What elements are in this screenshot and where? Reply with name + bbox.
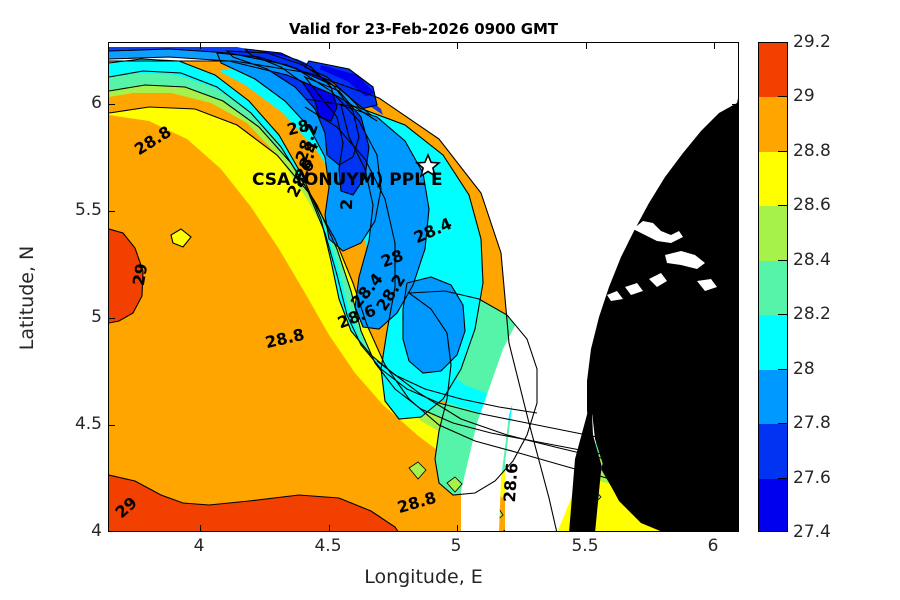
y-tick — [732, 425, 738, 427]
contour-label: 29 — [128, 261, 152, 288]
x-tick-label: 4.5 — [314, 536, 342, 556]
colorbar-tick — [778, 369, 787, 371]
y-tick-label: 6 — [91, 93, 102, 113]
colorbar-tick-label: 27.8 — [793, 413, 831, 433]
colorbar-tick — [778, 423, 787, 425]
colorbar-segment — [759, 478, 787, 531]
colorbar-segment — [759, 260, 787, 316]
x-tick — [586, 43, 588, 49]
colorbar-segment — [759, 315, 787, 370]
colorbar-tick — [778, 96, 787, 98]
x-tick — [200, 525, 202, 531]
colorbar-segment — [759, 151, 787, 207]
colorbar-tick-label: 29.2 — [793, 32, 831, 52]
x-tick-label: 5 — [450, 536, 462, 556]
y-tick — [109, 425, 115, 427]
contour-label: 28.6 — [499, 462, 522, 503]
colorbar-tick-label: 28.4 — [793, 250, 831, 270]
x-tick — [200, 43, 202, 49]
x-tick — [714, 525, 716, 531]
x-axis-title: Longitude, E — [364, 566, 483, 588]
colorbar[interactable] — [758, 42, 788, 532]
colorbar-tick-label: 28 — [793, 359, 815, 379]
y-tick — [109, 318, 115, 320]
colorbar-tick — [778, 260, 787, 262]
y-tick-label: 4 — [91, 521, 102, 541]
colorbar-tick-label: 28.2 — [793, 304, 831, 324]
x-tick — [457, 525, 459, 531]
y-tick — [732, 211, 738, 213]
colorbar-segment — [759, 43, 787, 98]
site-label: CSA (ONUYM) PPL E — [252, 170, 443, 190]
star-marker[interactable] — [414, 152, 442, 183]
y-tick-label: 4.5 — [74, 414, 102, 434]
x-tick — [329, 43, 331, 49]
y-axis-title: Latitude, N — [16, 245, 38, 351]
colorbar-tick-label: 28.6 — [793, 195, 831, 215]
y-tick-label-group: 4 4.5 5 5.5 6 — [38, 0, 102, 600]
colorbar-tick — [778, 314, 787, 316]
y-tick — [732, 318, 738, 320]
colorbar-tick — [778, 478, 787, 480]
y-tick — [109, 211, 115, 213]
colorbar-segment — [759, 424, 787, 479]
page-title: Valid for 23-Feb-2026 0900 GMT — [289, 20, 558, 38]
colorbar-tick-label: 28.8 — [793, 141, 831, 161]
x-tick — [457, 43, 459, 49]
x-tick-label: 5.5 — [571, 536, 599, 556]
contour-label: 2 — [336, 198, 357, 211]
contour-plot-area — [109, 43, 738, 531]
x-tick-label: 6 — [707, 536, 719, 556]
colorbar-tick-label: 27.6 — [793, 468, 831, 488]
map-axes: 28 28.2 28.4 28.6 28.8 2 28.4 28 28.2 28… — [108, 42, 739, 532]
x-tick — [714, 43, 716, 49]
y-tick-label: 5.5 — [74, 200, 102, 220]
y-tick — [732, 104, 738, 106]
x-tick — [329, 525, 331, 531]
sst-contour-svg — [109, 43, 738, 531]
colorbar-tick — [778, 151, 787, 153]
colorbar-segment — [759, 369, 787, 425]
colorbar-tick — [778, 205, 787, 207]
colorbar-segment — [759, 97, 787, 152]
y-tick — [109, 104, 115, 106]
colorbar-tick-label: 27.4 — [793, 522, 831, 542]
x-tick-label: 4 — [193, 536, 205, 556]
colorbar-tick-label: 29 — [793, 86, 815, 106]
colorbar-segment — [759, 206, 787, 261]
y-tick-label: 5 — [91, 307, 102, 327]
x-tick — [586, 525, 588, 531]
